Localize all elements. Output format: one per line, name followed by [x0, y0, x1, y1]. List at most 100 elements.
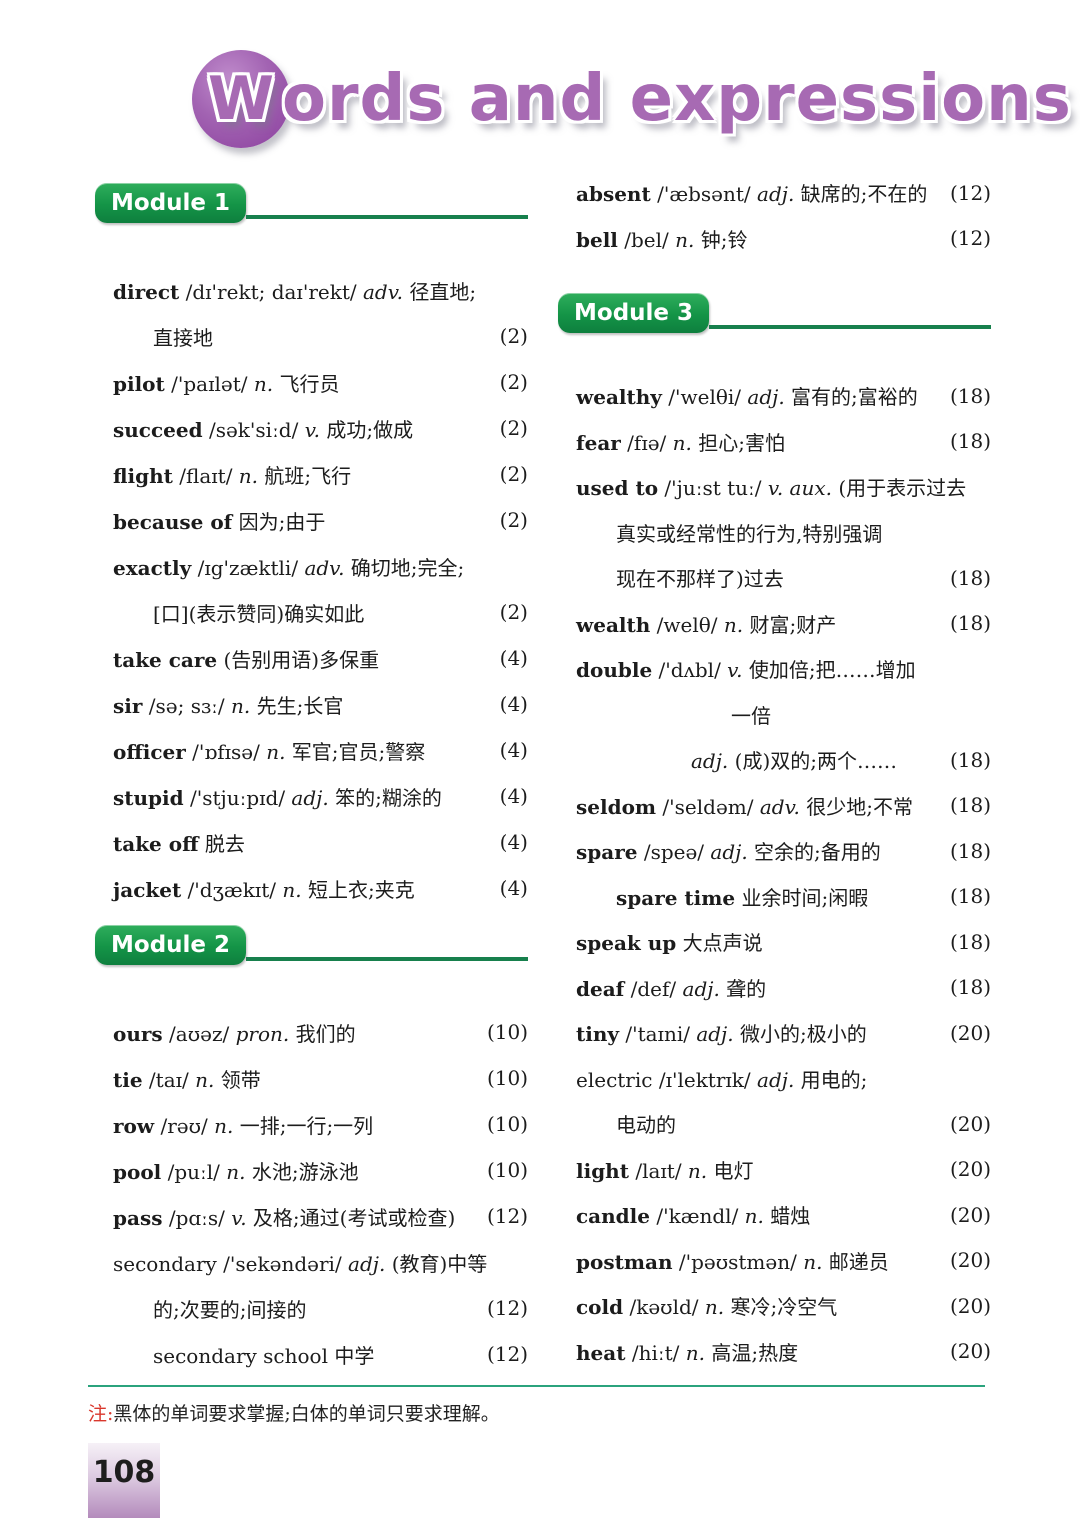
vocab-entry: electric /ɪ'lektrɪk/ adj. 用电的; 电动的 (20)	[558, 1056, 991, 1147]
entry-line: bell /bel/ n. 钟;铃 (12)	[576, 216, 991, 262]
word: speak up	[576, 931, 677, 956]
meaning: 空余的;备用的	[747, 840, 881, 865]
meaning: 微小的;极小的	[733, 1022, 867, 1047]
entry-text: spare time 业余时间;闲暇	[616, 882, 868, 911]
meaning: 财富;财产	[743, 612, 837, 637]
entry-line: take off 脱去 (4)	[113, 819, 528, 865]
phonetic: /'ɒfɪsə/	[185, 739, 267, 764]
entry-text: take off 脱去	[113, 828, 245, 857]
part-of-speech: v. aux.	[767, 476, 832, 501]
entry-line: stupid /'stjuːpɪd/ adj. 笨的;糊涂的 (4)	[113, 773, 528, 819]
vocab-entry: tiny /'taɪni/ adj. 微小的;极小的 (20)	[558, 1010, 991, 1056]
footnote-label: 注:	[88, 1403, 114, 1425]
meaning: 蜡烛	[763, 1204, 811, 1229]
word: exactly	[113, 555, 192, 580]
vocab-entry: secondary /'sekəndəri/ adj. (教育)中等 的;次要的;…	[95, 1239, 528, 1331]
vocab-entry: heat /hiːt/ n. 高温;热度 (20)	[558, 1329, 991, 1375]
page-ref: (20)	[949, 1248, 991, 1273]
vocab-entry: postman /'pəʊstmən/ n. 邮递员 (20)	[558, 1238, 991, 1284]
page-ref: (10)	[486, 1158, 528, 1182]
phonetic: /'welθi/	[661, 385, 748, 410]
page-ref: (18)	[949, 429, 991, 454]
vocab-entry: bell /bel/ n. 钟;铃 (12)	[558, 216, 991, 262]
page-ref: (18)	[949, 383, 991, 408]
entry-line: 直接地 (2)	[113, 313, 528, 359]
module-header: Module 3	[558, 293, 991, 333]
phonetic: /taɪ/	[142, 1067, 196, 1092]
word: deaf	[576, 976, 625, 1001]
page-ref: (20)	[949, 1020, 991, 1045]
entry-line: 现在不那样了)过去 (18)	[576, 555, 991, 601]
entry-line: 真实或经常性的行为,特别强调	[576, 510, 991, 556]
phonetic: /'sekəndəri/	[216, 1251, 349, 1276]
word: wealthy	[576, 385, 662, 410]
entry-line: secondary /'sekəndəri/ adj. (教育)中等	[113, 1239, 528, 1285]
page-ref: (18)	[949, 565, 991, 590]
entry-line: 电动的 (20)	[576, 1101, 991, 1147]
word: absent	[576, 182, 651, 207]
phonetic: /'dʌbl/	[652, 658, 728, 683]
vocab-entry: pilot /'paɪlət/ n. 飞行员 (2)	[95, 359, 528, 405]
part-of-speech: adj.	[682, 976, 720, 1001]
phonetic: /puːl/	[161, 1159, 227, 1184]
entry-line: succeed /sək'siːd/ v. 成功;做成 (2)	[113, 405, 528, 451]
vocab-entry: exactly /ɪg'zæktli/ adv. 确切地;完全; [口](表示赞同…	[95, 543, 528, 635]
part-of-speech: v.	[304, 417, 320, 442]
page-ref: (4)	[499, 692, 528, 716]
part-of-speech: n.	[803, 1249, 823, 1274]
word: light	[576, 1158, 629, 1183]
entry-text: adj. (成)双的;两个……	[691, 745, 897, 774]
word: because of	[113, 509, 233, 534]
entry-line: ours /aʊəz/ pron. 我们的 (10)	[113, 1009, 528, 1055]
entry-line: secondary school 中学 (12)	[113, 1331, 528, 1377]
entry-text: tiny /'taɪni/ adj. 微小的;极小的	[576, 1018, 867, 1047]
entry-line: deaf /def/ adj. 聋的 (18)	[576, 965, 991, 1011]
page-ref: (18)	[949, 793, 991, 818]
part-of-speech: n.	[723, 612, 744, 637]
entry-text: pass /pɑːs/ v. 及格;通过(考试或检查)	[113, 1202, 455, 1231]
meaning: 先生;长官	[250, 693, 344, 718]
word: spare time	[616, 885, 736, 910]
page-ref: (18)	[949, 838, 991, 863]
page-ref: (20)	[949, 1293, 991, 1318]
entry-line: cold /kəʊld/ n. 寒冷;冷空气 (20)	[576, 1283, 991, 1329]
entry-text: direct /dɪ'rekt; daɪ'rekt/ adv. 径直地;	[113, 276, 476, 305]
page-ref: (20)	[949, 1111, 991, 1136]
meaning: 成功;做成	[320, 417, 414, 442]
vocab-entry: take off 脱去 (4)	[95, 819, 528, 865]
entry-line: wealthy /'welθi/ adj. 富有的;富裕的 (18)	[576, 373, 991, 419]
meaning: 航班;飞行	[258, 463, 352, 488]
entry-line: pass /pɑːs/ v. 及格;通过(考试或检查) (12)	[113, 1193, 528, 1239]
meaning: 径直地;	[403, 279, 477, 304]
meaning: 邮递员	[822, 1249, 889, 1274]
vocab-entry: sir /sə; sɜː/ n. 先生;长官 (4)	[95, 681, 528, 727]
entry-text: wealthy /'welθi/ adj. 富有的;富裕的	[576, 381, 918, 410]
part-of-speech: v.	[727, 658, 743, 683]
entry-line: spare /speə/ adj. 空余的;备用的 (18)	[576, 828, 991, 874]
page-ref: (4)	[499, 876, 528, 900]
module-rule	[246, 215, 528, 219]
page-ref: (12)	[486, 1342, 528, 1366]
part-of-speech: n.	[685, 1340, 705, 1365]
word: take care	[113, 647, 218, 672]
phonetic: /rəʊ/	[154, 1113, 215, 1138]
vocab-entry: double /'dʌbl/ v. 使加倍;把……增加 一倍 adj. (成)双的;…	[558, 646, 991, 783]
word: bell	[576, 227, 618, 252]
phonetic: /'pəʊstmən/	[672, 1249, 804, 1274]
entry-text: [口](表示赞同)确实如此	[153, 598, 364, 627]
entry-line: light /laɪt/ n. 电灯 (20)	[576, 1147, 991, 1193]
part-of-speech: pron.	[235, 1021, 290, 1046]
entry-text: speak up 大点声说	[576, 927, 763, 956]
word: sir	[113, 693, 143, 718]
meaning: (用于表示过去	[831, 476, 967, 501]
page-number: 108	[92, 1455, 156, 1490]
module-badge: Module 3	[558, 293, 710, 333]
entry-text: heat /hiːt/ n. 高温;热度	[576, 1337, 798, 1366]
vocab-entry: tie /taɪ/ n. 领带 (10)	[95, 1055, 528, 1101]
word: cold	[576, 1295, 624, 1320]
phonetic: /'seldəm/	[656, 794, 760, 819]
entry-text: 直接地	[153, 322, 213, 351]
phonetic: /welθ/	[650, 612, 724, 637]
meaning: 用电的;	[794, 1067, 868, 1092]
title-initial: W	[207, 64, 275, 134]
